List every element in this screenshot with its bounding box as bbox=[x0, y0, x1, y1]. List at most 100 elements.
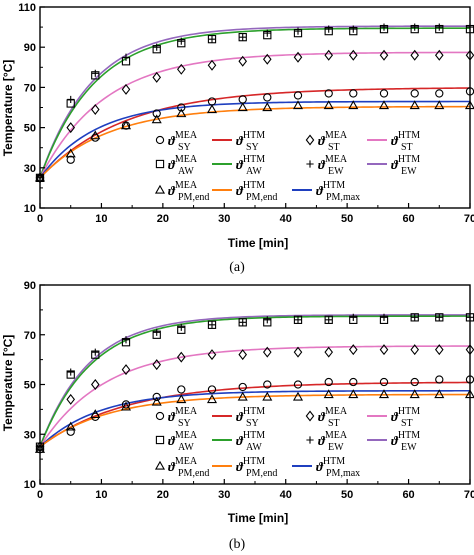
marker-st_mea bbox=[262, 53, 272, 65]
legend-label-st_htm: ϑHTM ST bbox=[391, 406, 420, 429]
marker-st_mea bbox=[434, 49, 444, 61]
legend-item-ew_htm: ϑHTM EW bbox=[367, 154, 420, 177]
marker-sy_mea bbox=[293, 380, 303, 389]
marker-ew_mea bbox=[411, 313, 419, 321]
y-tick-label: 110 bbox=[18, 2, 36, 14]
x-tick-label: 10 bbox=[95, 213, 107, 225]
marker-ew_mea bbox=[239, 318, 247, 326]
marker-pme_mea bbox=[65, 148, 76, 158]
x-tick-label: 60 bbox=[402, 213, 414, 225]
marker-st_mea bbox=[238, 55, 248, 67]
marker-st_mea bbox=[324, 346, 334, 358]
panel-b-model-curves bbox=[39, 314, 471, 448]
y-tick-label: 30 bbox=[24, 163, 36, 175]
marker-st_mea bbox=[207, 59, 217, 71]
legend-item-sy_htm: ϑHTM SY bbox=[212, 406, 265, 429]
marker-ew_mea bbox=[435, 313, 443, 321]
marker-pme_mea bbox=[176, 108, 187, 118]
marker-st_mea bbox=[434, 344, 444, 356]
x-tick-label: 30 bbox=[218, 213, 230, 225]
x-tick-label: 70 bbox=[464, 489, 474, 501]
x-tick-label: 20 bbox=[157, 213, 169, 225]
marker-aw_mea bbox=[91, 71, 100, 80]
marker-ew_mea bbox=[208, 35, 216, 43]
panel-b-caption: (b) bbox=[229, 537, 246, 552]
panel-b-measured-markers bbox=[34, 313, 474, 454]
legend-item-sy_mea: ϑMEA SY bbox=[155, 406, 198, 429]
legend-label-st_mea: ϑMEA ST bbox=[318, 130, 348, 153]
x-tick-label: 50 bbox=[341, 213, 353, 225]
panel-b-y-axis-label: Temperature [°C] bbox=[1, 335, 15, 432]
marker-sy_mea bbox=[207, 385, 217, 394]
marker-aw_mea bbox=[410, 313, 419, 322]
legend-label-st_mea: ϑMEA ST bbox=[318, 406, 348, 429]
legend-item-sy_mea: ϑMEA SY bbox=[155, 130, 198, 153]
marker-pme_mea bbox=[90, 409, 101, 419]
legend-label-aw_mea: ϑMEA AW bbox=[168, 154, 198, 177]
marker-pme_mea bbox=[348, 100, 359, 110]
marker-aw_mea bbox=[207, 35, 217, 44]
marker-aw_mea bbox=[66, 370, 75, 379]
marker-ew_mea bbox=[177, 37, 185, 45]
panel-a-caption: (a) bbox=[229, 260, 245, 275]
marker-pme_mea bbox=[323, 389, 334, 399]
marker-ew_mea bbox=[208, 321, 216, 329]
marker-ew_mea bbox=[239, 33, 247, 41]
marker-sy_mea bbox=[66, 155, 75, 164]
legend-item-st_htm: ϑHTM ST bbox=[367, 130, 420, 153]
legend-item-pmm_htm: ϑHTM PM,max bbox=[292, 456, 360, 479]
marker-st_mea bbox=[121, 364, 131, 376]
curve-pme_htm bbox=[39, 393, 470, 448]
marker-st_mea bbox=[176, 63, 186, 75]
legend-marker-pme_mea bbox=[154, 460, 166, 470]
legend-marker-ew_mea bbox=[306, 436, 314, 444]
marker-aw_mea bbox=[263, 30, 272, 40]
marker-ew_mea bbox=[153, 328, 161, 336]
legend-label-aw_mea: ϑMEA AW bbox=[168, 430, 198, 453]
marker-aw_mea bbox=[121, 338, 131, 347]
marker-st_mea bbox=[348, 344, 358, 356]
marker-pme_mea bbox=[378, 389, 390, 399]
marker-sy_mea bbox=[379, 89, 389, 98]
marker-st_mea bbox=[152, 71, 162, 83]
legend-item-aw_htm: ϑHTM AW bbox=[212, 430, 265, 453]
x-tick-label: 30 bbox=[218, 489, 230, 501]
marker-st_mea bbox=[66, 393, 76, 405]
marker-pme_mea bbox=[434, 389, 445, 399]
curve-sy_htm bbox=[39, 381, 471, 448]
legend-marker-ew_mea bbox=[306, 160, 314, 168]
legend-label-pme_mea: ϑMEA PM,end bbox=[168, 456, 209, 479]
marker-pme_mea bbox=[262, 391, 273, 401]
marker-sy_mea bbox=[66, 427, 75, 436]
marker-ew_mea bbox=[153, 43, 161, 51]
marker-st_mea bbox=[238, 349, 248, 361]
legend-item-aw_mea: ϑMEA AW bbox=[155, 154, 198, 177]
marker-ew_mea bbox=[294, 27, 302, 35]
legend-marker-pme_mea bbox=[154, 184, 166, 194]
legend-item-ew_mea: ϑMEA EW bbox=[306, 154, 348, 177]
y-tick-label: 90 bbox=[24, 42, 36, 54]
marker-ew_mea bbox=[349, 25, 357, 33]
legend-label-sy_mea: ϑMEA SY bbox=[168, 130, 198, 153]
legend-item-st_mea: ϑMEA ST bbox=[305, 130, 348, 153]
legend-marker-aw_mea bbox=[155, 159, 165, 169]
marker-sy_mea bbox=[435, 89, 444, 98]
legend-item-st_mea: ϑMEA ST bbox=[305, 406, 348, 429]
legend-label-pme_mea: ϑMEA PM,end bbox=[168, 180, 209, 203]
marker-sy_mea bbox=[152, 392, 161, 402]
marker-sy_mea bbox=[324, 89, 333, 98]
marker-ew_mea bbox=[380, 23, 388, 31]
legend-marker-st_mea bbox=[305, 410, 315, 422]
panel-b-legend: ϑMEA SY ϑHTM SY ϑMEA ST ϑHTM ST ϑMEA AW ϑHTM AW ϑMEA… bbox=[154, 406, 420, 479]
marker-st_mea bbox=[152, 359, 162, 371]
marker-sy_mea bbox=[379, 377, 389, 387]
marker-pme_mea bbox=[206, 394, 218, 404]
marker-aw_mea bbox=[263, 318, 272, 327]
legend-label-pme_htm: ϑHTM PM,end bbox=[236, 180, 277, 203]
panel-a-y-ticks: 10 30 50 70 90 110 bbox=[18, 2, 45, 215]
panel-b-x-axis-label: Time [min] bbox=[228, 511, 288, 525]
marker-pme_mea bbox=[151, 396, 162, 406]
marker-sy_mea bbox=[177, 385, 186, 394]
y-tick-label: 10 bbox=[24, 203, 36, 215]
